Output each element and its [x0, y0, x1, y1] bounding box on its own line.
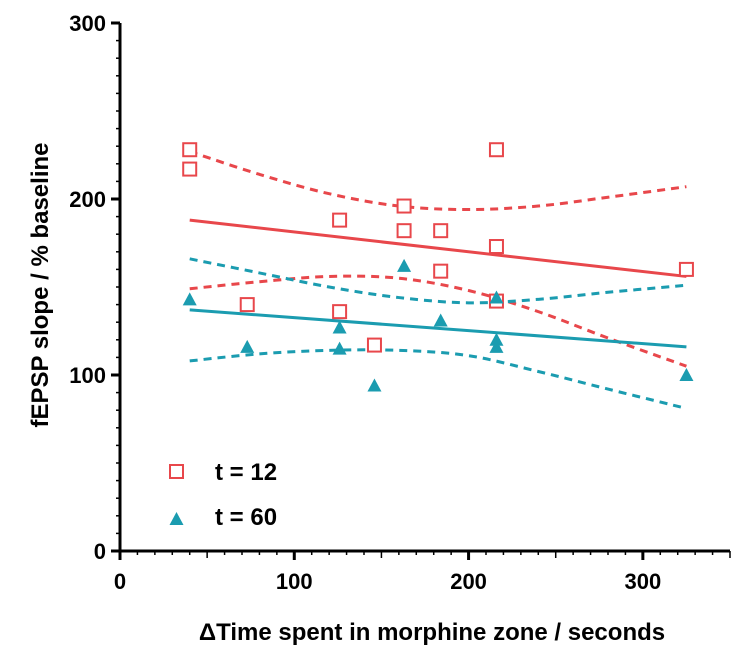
point-t60 [433, 313, 448, 327]
point-t60 [489, 332, 504, 346]
x-axis-title: ΔTime spent in morphine zone / seconds [199, 619, 665, 646]
y-tick-label: 300 [69, 11, 106, 36]
point-t12 [678, 261, 694, 277]
legend: t = 12 t = 60 [169, 459, 277, 531]
point-t12 [488, 239, 504, 255]
ci-lower-t12 [189, 274, 687, 368]
y-axis-title: fEPSP slope / % baseline [27, 143, 54, 428]
y-tick-label: 0 [94, 539, 106, 564]
point-t12 [332, 304, 348, 320]
point-t12 [396, 198, 412, 214]
point-t12 [433, 263, 449, 279]
tick-labels: 0 100 200 300 0 100 200 300 [69, 11, 661, 594]
point-t60 [332, 341, 347, 355]
point-t60 [332, 320, 347, 334]
point-t60 [397, 258, 412, 272]
y-tick-label: 100 [69, 363, 106, 388]
x-tick-label: 200 [450, 569, 487, 594]
legend-marker-t60 [169, 512, 184, 525]
point-t12 [433, 223, 449, 239]
point-t12 [396, 223, 412, 239]
point-t60 [489, 290, 504, 304]
point-t12 [182, 161, 198, 177]
fit-line-t12 [189, 218, 687, 278]
point-t12 [488, 142, 504, 158]
data-points [182, 142, 694, 392]
ci-upper-t60 [189, 257, 687, 305]
x-tick-label: 300 [624, 569, 661, 594]
point-t12 [366, 337, 382, 353]
point-t60 [367, 378, 382, 392]
ticks [111, 21, 731, 560]
point-t60 [489, 339, 504, 353]
confidence-bands [189, 150, 687, 410]
x-tick-label: 0 [114, 569, 126, 594]
point-t60 [240, 339, 255, 353]
y-tick-label: 200 [69, 187, 106, 212]
fit-line-t60 [189, 308, 687, 349]
legend-marker-t12 [169, 464, 184, 479]
legend-label-t60: t = 60 [215, 504, 277, 531]
legend-label-t12: t = 12 [215, 459, 277, 486]
ci-upper-t12 [189, 150, 687, 212]
legend-item-t12: t = 12 [169, 459, 277, 486]
legend-item-t60: t = 60 [169, 504, 277, 531]
point-t12 [332, 212, 348, 228]
regression-lines [189, 218, 687, 349]
point-t60 [679, 368, 694, 381]
ci-lower-t60 [189, 348, 687, 410]
point-t12 [182, 142, 198, 158]
x-tick-label: 100 [276, 569, 313, 594]
point-t12 [239, 297, 255, 313]
point-t60 [182, 292, 197, 306]
